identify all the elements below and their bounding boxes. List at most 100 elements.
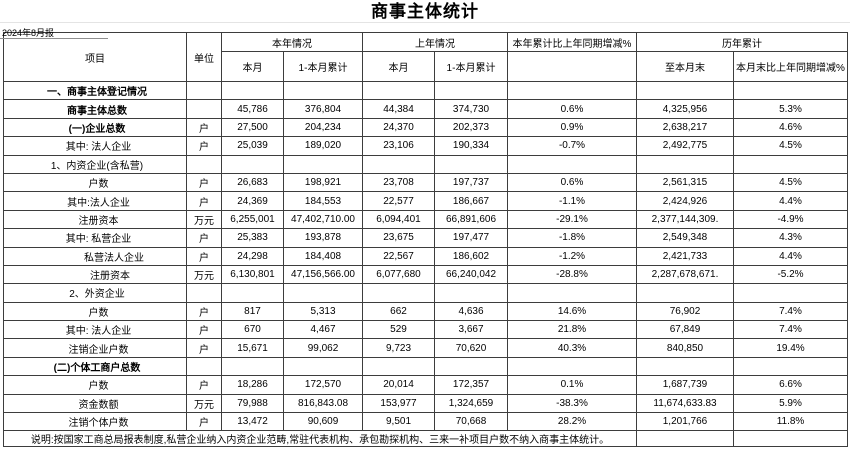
cell-ytd-yoy — [507, 80, 637, 101]
cell-this-year-cum: 376,804 — [283, 99, 363, 119]
table-row: 注册资本 万元 6,255,001 47,402,710.00 6,094,401 66,… — [3, 209, 848, 230]
cell-this-year-cum: 204,234 — [283, 117, 363, 138]
cell-to-month-end: 2,549,348 — [636, 228, 734, 248]
cell-month-end-yoy: -5.2% — [733, 264, 848, 285]
cell-to-month-end: 1,687,739 — [636, 375, 734, 395]
table-row: 1、内资企业(含私营) — [3, 154, 848, 174]
cell-to-month-end: 840,850 — [636, 338, 734, 358]
cell-this-year-month: 27,500 — [221, 117, 284, 138]
row-unit — [186, 356, 222, 377]
header-item: 项目 — [3, 32, 187, 82]
table-row: 其中: 法人企业户 25,039 189,020 23,106 190,334 -0.7%… — [3, 136, 848, 156]
cell-this-year-cum: 184,408 — [283, 246, 363, 266]
cell-to-month-end: 2,377,144,309. — [636, 209, 734, 230]
table-row: 其中:法人企业户 24,369 184,553 22,577 186,667 -1.1% 2… — [3, 191, 848, 211]
cell-last-year-month: 20,014 — [362, 375, 435, 395]
stats-table: 项目 单位 本年情况 上年情况 本年累计比上年同期增减% 历年累计 本月 1-本… — [3, 32, 848, 448]
cell-this-year-month — [221, 154, 284, 174]
cell-this-year-month: 45,786 — [221, 99, 284, 119]
cell-month-end-yoy: 4.5% — [733, 172, 848, 193]
cell-ytd-yoy — [507, 154, 637, 174]
cell-month-end-yoy — [733, 356, 848, 377]
row-unit: 户 — [186, 320, 222, 340]
row-unit: 户 — [186, 246, 222, 266]
cell-ytd-yoy — [507, 356, 637, 377]
row-unit: 户 — [186, 375, 222, 395]
cell-last-year-cum: 190,334 — [434, 136, 508, 156]
cell-this-year-cum — [283, 80, 363, 101]
cell-this-year-cum: 47,402,710.00 — [283, 209, 363, 230]
row-item-label: 其中:法人企业 — [3, 191, 187, 211]
cell-last-year-month: 23,708 — [362, 172, 435, 193]
cell-to-month-end — [636, 283, 734, 303]
cell-last-year-cum: 202,373 — [434, 117, 508, 138]
row-unit — [186, 80, 222, 101]
row-unit: 户 — [186, 301, 222, 322]
table-body: 一、商事主体登记情况 商事主体总数 45,786 376,804 44,384 374,7… — [3, 80, 848, 432]
cell-this-year-cum: 189,020 — [283, 136, 363, 156]
cell-last-year-month: 662 — [362, 301, 435, 322]
cell-month-end-yoy: 4.5% — [733, 136, 848, 156]
cell-month-end-yoy: 19.4% — [733, 338, 848, 358]
cell-to-month-end: 76,902 — [636, 301, 734, 322]
cell-month-end-yoy: 4.6% — [733, 117, 848, 138]
cell-this-year-month: 13,472 — [221, 412, 284, 432]
cell-last-year-month: 23,106 — [362, 136, 435, 156]
cell-last-year-cum: 172,357 — [434, 375, 508, 395]
report-date: 2024年8月报 — [0, 29, 108, 39]
cell-to-month-end: 2,421,733 — [636, 246, 734, 266]
row-unit — [186, 283, 222, 303]
row-unit — [186, 99, 222, 119]
cell-last-year-month: 44,384 — [362, 99, 435, 119]
header-cum-prior: 1-本月累计 — [434, 51, 508, 82]
cell-last-year-month: 23,675 — [362, 228, 435, 248]
cell-this-year-month: 817 — [221, 301, 284, 322]
page-title: 商事主体统计 — [371, 2, 479, 21]
cell-this-year-cum — [283, 154, 363, 174]
header-ytd-yoy-empty-cell — [507, 51, 637, 82]
cell-month-end-yoy: 7.4% — [733, 301, 848, 322]
cell-last-year-cum: 3,667 — [434, 320, 508, 340]
note-text: 说明:按国家工商总局报表制度,私营企业纳入内资企业范畴,常驻代表机构、承包勘探机… — [3, 430, 637, 448]
date-row: 2024年8月报 — [0, 23, 850, 39]
cell-ytd-yoy: -29.1% — [507, 209, 637, 230]
cell-to-month-end: 2,561,315 — [636, 172, 734, 193]
row-unit — [186, 154, 222, 174]
cell-last-year-cum: 186,667 — [434, 191, 508, 211]
cell-this-year-cum: 4,467 — [283, 320, 363, 340]
cell-ytd-yoy: 14.6% — [507, 301, 637, 322]
cell-ytd-yoy — [507, 283, 637, 303]
note-empty-cell — [733, 430, 848, 448]
cell-last-year-month: 22,577 — [362, 191, 435, 211]
cell-to-month-end: 2,492,775 — [636, 136, 734, 156]
row-item-label: 注册资本 — [3, 264, 187, 285]
cell-last-year-cum — [434, 80, 508, 101]
row-item-label: 2、外资企业 — [3, 283, 187, 303]
row-unit: 户 — [186, 136, 222, 156]
table-row: 注册资本 万元 6,130,801 47,156,566.00 6,077,680 66,… — [3, 264, 848, 285]
row-item-label: 一、商事主体登记情况 — [3, 80, 187, 101]
row-item-label: (二)个体工商户总数 — [3, 356, 187, 377]
cell-this-year-month: 15,671 — [221, 338, 284, 358]
cell-to-month-end — [636, 80, 734, 101]
header-unit: 单位 — [186, 32, 222, 82]
cell-this-year-month: 24,369 — [221, 191, 284, 211]
row-item-label: 商事主体总数 — [3, 99, 187, 119]
row-item-label: 户数 — [3, 301, 187, 322]
row-unit: 户 — [186, 191, 222, 211]
cell-last-year-cum: 1,324,659 — [434, 393, 508, 414]
cell-last-year-month: 24,370 — [362, 117, 435, 138]
cell-this-year-cum: 5,313 — [283, 301, 363, 322]
row-unit: 户 — [186, 172, 222, 193]
cell-last-year-month: 529 — [362, 320, 435, 340]
cell-to-month-end: 2,424,926 — [636, 191, 734, 211]
cell-month-end-yoy — [733, 283, 848, 303]
cell-last-year-month — [362, 80, 435, 101]
cell-last-year-cum: 197,477 — [434, 228, 508, 248]
cell-this-year-cum — [283, 356, 363, 377]
cell-ytd-yoy: -38.3% — [507, 393, 637, 414]
cell-last-year-cum — [434, 283, 508, 303]
row-unit: 户 — [186, 228, 222, 248]
table-row: 注销个体户数户 13,472 90,609 9,501 70,668 28.2% 1,201… — [3, 412, 848, 432]
cell-this-year-month: 24,298 — [221, 246, 284, 266]
